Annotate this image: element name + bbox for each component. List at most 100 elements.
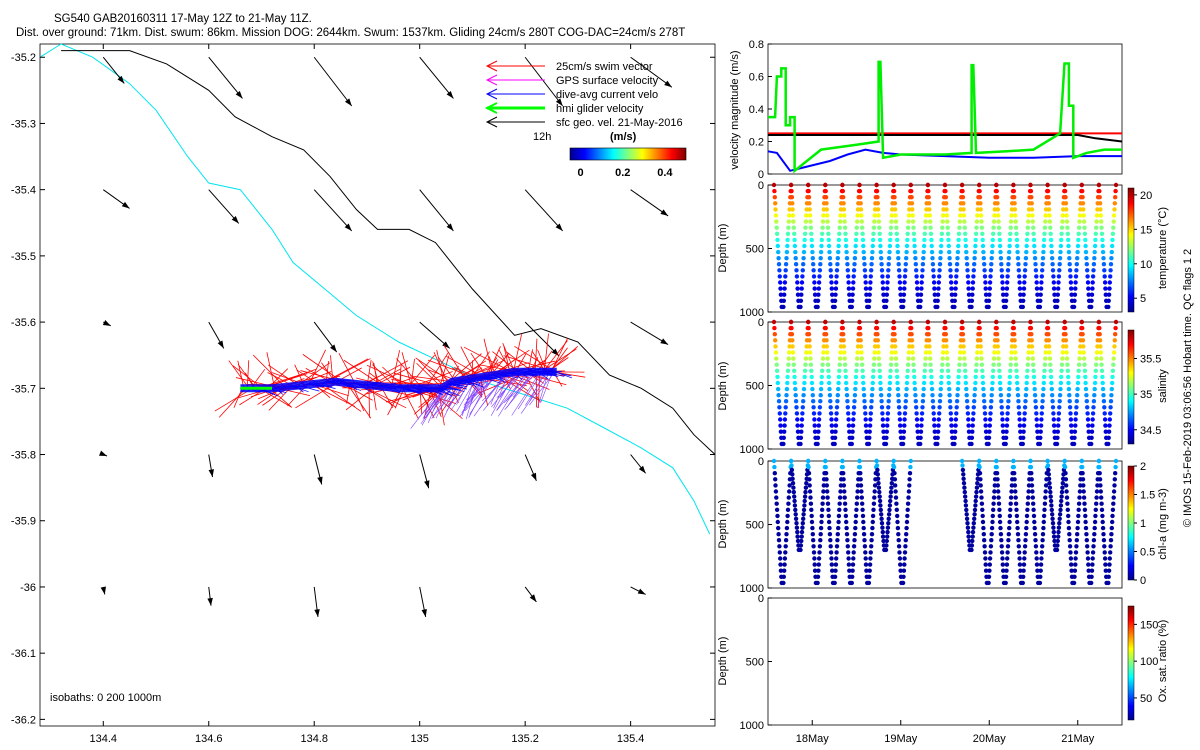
sfc-geo-vector [419,189,454,232]
profile-point [1067,393,1072,398]
profile-point [1022,417,1027,422]
profile-point [828,550,834,555]
profile-point [957,356,962,361]
profile-point [867,435,872,440]
profile-point [1013,489,1018,494]
profile-point [1035,292,1040,297]
profile-point [1023,393,1029,398]
profile-point [912,243,917,249]
profile-point [940,350,946,355]
profile-point [983,280,988,285]
profile-point [930,393,935,398]
profile-point [918,292,924,297]
profile-point [818,399,823,404]
profile-point [868,411,873,416]
profile-point [1001,429,1006,434]
profile-point [983,556,988,561]
swim-vector [371,385,377,411]
profile-point [1004,562,1010,567]
profile-point [1035,429,1040,434]
profile-point [989,393,994,398]
profile-point [999,411,1005,416]
profile-point [815,304,820,310]
profile-point [792,380,798,386]
profile-point [1092,380,1098,386]
profile-point [1108,550,1113,555]
profile-point [945,225,950,230]
profile-point [897,417,903,422]
profile-point [798,298,804,303]
profile-point [1016,538,1021,543]
profile-point [776,262,782,267]
profile-point [926,338,932,343]
profile-point [804,350,809,355]
profile-point [794,405,799,410]
profile-point [1007,519,1012,525]
profile-point [997,368,1002,373]
profile-point [888,494,893,499]
profile-point [980,519,986,525]
profile-point [929,386,935,392]
profile-point [998,393,1004,398]
date-tick-label: 21May [1061,733,1095,745]
swim-vector [438,357,456,382]
profile-point [1110,374,1115,380]
profile-point [946,374,951,380]
profile-point [972,399,977,404]
profile-point [970,429,975,434]
profile-point [963,374,968,380]
dac-vector [404,387,423,396]
profile-point [773,213,779,218]
profile-point [1085,411,1090,416]
profile-point [811,405,816,410]
profile-point [1025,231,1030,236]
profile-point [806,195,812,200]
profile-point [1106,580,1111,586]
profile-point [791,225,796,230]
profile-point [994,458,999,464]
profile-point [1046,476,1052,481]
profile-point [1072,429,1078,434]
profile-point [894,501,899,506]
profile-point [785,368,791,373]
profile-point [1083,525,1089,531]
profile-point [783,268,788,273]
profile-point [893,495,899,500]
dac-vector [447,383,467,390]
profile-point [1000,562,1005,567]
profile-point [862,544,868,549]
profile-point [1015,525,1020,531]
profile-point [1091,405,1096,410]
profile-point [935,441,940,447]
profile-point [853,374,859,380]
profile-point [1032,525,1037,531]
profile-point [1093,231,1099,236]
profile-point [954,405,959,410]
profile-point [781,304,786,310]
profile-point [983,292,989,297]
profile-point [983,568,989,573]
profile-point [877,231,882,236]
profile-point [1075,386,1080,392]
profile-point [793,249,798,255]
profile-point [995,201,1000,206]
profile-point [1031,513,1037,519]
profile-point [800,521,805,526]
profile-point [879,393,884,398]
profile-point [1049,507,1055,513]
profile-point [923,350,929,355]
profile-point [1056,417,1061,422]
profile-point [914,280,920,285]
profile-point [1046,472,1052,477]
profile-point [911,231,917,236]
profile-point [898,568,903,573]
profile-point [789,463,794,468]
profile-point [973,494,979,499]
profile-point [1021,562,1027,567]
profile-point [1063,201,1069,206]
profile-point [885,423,890,428]
profile-point [884,435,889,440]
sfc-geo-vector-head [235,90,243,99]
profile-point [888,225,894,230]
profile-point [790,344,795,349]
